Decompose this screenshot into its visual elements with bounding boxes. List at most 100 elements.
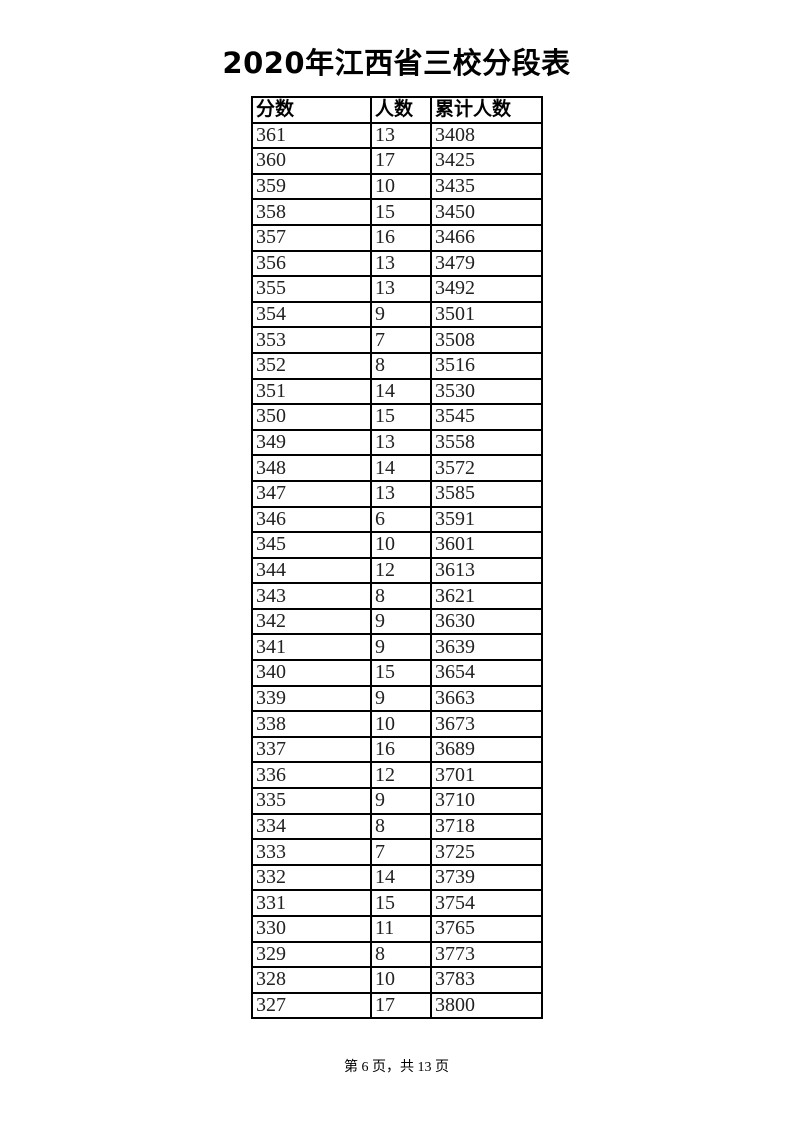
cell-cumulative: 3725 xyxy=(430,838,543,866)
cell-count: 10 xyxy=(370,531,432,559)
table-row: 358 15 3450 xyxy=(251,198,543,226)
table-row: 339 9 3663 xyxy=(251,684,543,713)
page-footer: 第 6 页，共 13 页 xyxy=(344,1060,449,1075)
cell-score: 345 xyxy=(251,531,372,559)
table-row: 331 15 3754 xyxy=(251,889,543,917)
cell-score: 359 xyxy=(251,172,372,201)
table-row: 359 10 3435 xyxy=(251,172,543,201)
cell-count: 15 xyxy=(370,403,432,431)
table-row: 337 16 3689 xyxy=(251,735,543,764)
table-row: 356 13 3479 xyxy=(251,249,543,278)
cell-score: 347 xyxy=(251,479,372,508)
cell-score: 354 xyxy=(251,300,372,329)
cell-count: 10 xyxy=(370,966,432,994)
cell-score: 343 xyxy=(251,582,372,610)
cell-count: 9 xyxy=(370,684,432,713)
cell-cumulative: 3718 xyxy=(430,812,543,841)
cell-cumulative: 3492 xyxy=(430,275,543,303)
cell-score: 353 xyxy=(251,326,372,354)
cell-count: 8 xyxy=(370,582,432,610)
cell-count: 15 xyxy=(370,198,432,226)
cell-cumulative: 3639 xyxy=(430,633,543,662)
cell-score: 333 xyxy=(251,838,372,866)
table-row: 355 13 3492 xyxy=(251,275,543,303)
cell-count: 8 xyxy=(370,812,432,841)
page-title: 2020年江西省三校分段表 xyxy=(222,46,571,80)
cell-count: 17 xyxy=(370,147,432,175)
cell-score: 352 xyxy=(251,351,372,380)
cell-count: 8 xyxy=(370,351,432,380)
cell-cumulative: 3545 xyxy=(430,403,543,431)
table-row: 342 9 3630 xyxy=(251,607,543,636)
cell-cumulative: 3435 xyxy=(430,172,543,201)
cell-cumulative: 3479 xyxy=(430,249,543,278)
table-row: 335 9 3710 xyxy=(251,787,543,815)
table-row: 361 13 3408 xyxy=(251,121,543,150)
cell-cumulative: 3530 xyxy=(430,377,543,406)
cell-count: 9 xyxy=(370,633,432,662)
cell-cumulative: 3773 xyxy=(430,940,543,969)
cell-score: 344 xyxy=(251,556,372,585)
header-score: 分数 xyxy=(251,96,372,124)
table-row: 351 14 3530 xyxy=(251,377,543,406)
cell-cumulative: 3501 xyxy=(430,300,543,329)
cell-score: 356 xyxy=(251,249,372,278)
cell-count: 16 xyxy=(370,223,432,252)
cell-count: 13 xyxy=(370,249,432,278)
cell-cumulative: 3689 xyxy=(430,735,543,764)
table-row: 344 12 3613 xyxy=(251,556,543,585)
cell-count: 9 xyxy=(370,300,432,329)
cell-cumulative: 3739 xyxy=(430,863,543,892)
cell-score: 335 xyxy=(251,787,372,815)
cell-score: 334 xyxy=(251,812,372,841)
cell-cumulative: 3800 xyxy=(430,991,543,1020)
cell-cumulative: 3466 xyxy=(430,223,543,252)
cell-score: 336 xyxy=(251,761,372,790)
header-count: 人数 xyxy=(370,96,432,124)
cell-score: 337 xyxy=(251,735,372,764)
cell-score: 340 xyxy=(251,659,372,687)
cell-cumulative: 3783 xyxy=(430,966,543,994)
cell-count: 13 xyxy=(370,275,432,303)
score-table: 分数 人数 累计人数 361 13 3408 360 17 3425 359 10 3435 35… xyxy=(251,96,543,1020)
table-row: 346 6 3591 xyxy=(251,505,543,534)
cell-count: 6 xyxy=(370,505,432,534)
table-row: 360 17 3425 xyxy=(251,147,543,175)
cell-count: 14 xyxy=(370,377,432,406)
table-row: 340 15 3654 xyxy=(251,659,543,687)
cell-cumulative: 3663 xyxy=(430,684,543,713)
cell-count: 17 xyxy=(370,991,432,1020)
table-row: 348 14 3572 xyxy=(251,454,543,482)
cell-count: 16 xyxy=(370,735,432,764)
cell-count: 12 xyxy=(370,761,432,790)
cell-score: 332 xyxy=(251,863,372,892)
table-row: 328 10 3783 xyxy=(251,966,543,994)
cell-count: 13 xyxy=(370,428,432,457)
cell-count: 7 xyxy=(370,326,432,354)
cell-score: 330 xyxy=(251,915,372,943)
table-row: 343 8 3621 xyxy=(251,582,543,610)
table-row: 353 7 3508 xyxy=(251,326,543,354)
cell-cumulative: 3425 xyxy=(430,147,543,175)
table-row: 349 13 3558 xyxy=(251,428,543,457)
table-row: 329 8 3773 xyxy=(251,940,543,969)
cell-count: 7 xyxy=(370,838,432,866)
table-row: 327 17 3800 xyxy=(251,991,543,1020)
table-header-row: 分数 人数 累计人数 xyxy=(251,96,543,124)
cell-cumulative: 3591 xyxy=(430,505,543,534)
cell-count: 8 xyxy=(370,940,432,969)
table-row: 330 11 3765 xyxy=(251,915,543,943)
cell-score: 355 xyxy=(251,275,372,303)
table-row: 341 9 3639 xyxy=(251,633,543,662)
cell-count: 10 xyxy=(370,172,432,201)
cell-cumulative: 3516 xyxy=(430,351,543,380)
cell-score: 361 xyxy=(251,121,372,150)
cell-cumulative: 3710 xyxy=(430,787,543,815)
cell-score: 351 xyxy=(251,377,372,406)
cell-cumulative: 3558 xyxy=(430,428,543,457)
table-row: 354 9 3501 xyxy=(251,300,543,329)
cell-cumulative: 3765 xyxy=(430,915,543,943)
table-row: 333 7 3725 xyxy=(251,838,543,866)
cell-count: 14 xyxy=(370,863,432,892)
cell-count: 9 xyxy=(370,787,432,815)
